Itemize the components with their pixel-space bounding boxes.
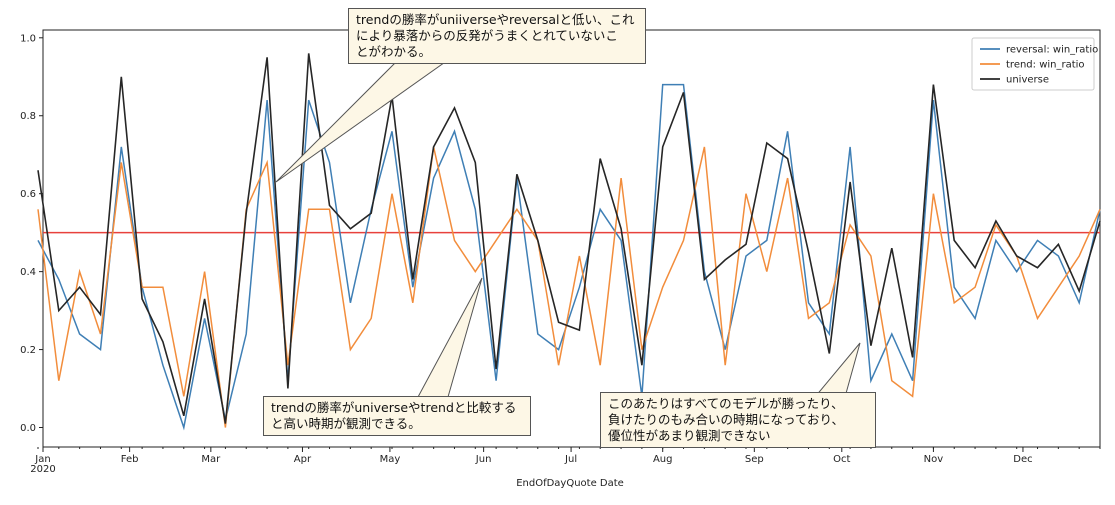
legend-label: reversal: win_ratio <box>1006 45 1098 56</box>
x-tick-label-mar: Mar <box>201 454 221 465</box>
callout-pointers <box>275 59 861 398</box>
y-tick-label: 0.4 <box>20 267 36 278</box>
annotation-3-line-2: 負けたりのもみ合いの時期になっており、 <box>608 412 845 427</box>
x-tick-label-may: May <box>380 454 401 465</box>
annotation-box-1: trendの勝率がuniiverseやreversalと低い、これ により暴落か… <box>348 8 646 64</box>
annotation-1-line-1: trendの勝率がuniiverseやreversalと低い、これ <box>356 12 635 27</box>
x-tick-label-jul: Jul <box>564 454 577 465</box>
x-tick-label-nov: Nov <box>924 454 944 465</box>
annotation-2-line-2: と高い時期が観測できる。 <box>271 416 421 431</box>
y-tick-label: 0.2 <box>20 345 36 356</box>
x-tick-label-feb: Feb <box>121 454 139 465</box>
annotation-box-2: trendの勝率がuniverseやtrendと比較する と高い時期が観測できる… <box>263 396 531 436</box>
legend-frame <box>971 37 1095 91</box>
annotation-box-3: このあたりはすべてのモデルが勝ったり、 負けたりのもみ合いの時期になっており、 … <box>600 392 876 448</box>
x-tick-label-dec: Dec <box>1013 454 1032 465</box>
x-year-label: 2020 <box>30 464 55 475</box>
legend-label: universe <box>1006 75 1049 86</box>
x-axis-title: EndOfDayQuote Date <box>516 478 624 489</box>
series-line-trend <box>37 146 1101 428</box>
y-tick-label: 0.0 <box>20 423 36 434</box>
callout-3-pointer <box>813 342 861 398</box>
x-tick-label-jun: Jun <box>475 454 492 465</box>
x-tick-label-aug: Aug <box>653 454 673 465</box>
series-line-universe <box>37 53 1101 424</box>
y-tick-label: 0.8 <box>20 111 36 122</box>
annotation-1-line-2: により暴落からの反発がうまくとれていないこ <box>356 28 618 43</box>
annotation-2-line-1: trendの勝率がuniverseやtrendと比較する <box>271 400 517 415</box>
x-tick-label-apr: Apr <box>294 454 312 465</box>
x-tick-label-oct: Oct <box>833 454 850 465</box>
x-axis: Jan Feb Mar Apr May Jun Jul Aug Sep Oct Nov Dec 2020 <box>30 447 1101 475</box>
x-tick-label-sep: Sep <box>745 454 764 465</box>
series-line-reversal <box>37 83 1101 431</box>
annotation-3-line-1: このあたりはすべてのモデルが勝ったり、 <box>608 396 844 411</box>
y-axis: 0.0 0.2 0.4 0.6 0.8 1.0 <box>20 33 43 434</box>
legend-label: trend: win_ratio <box>1006 60 1085 71</box>
x-tick-label-jan: Jan <box>34 454 50 465</box>
callout-1-pointer <box>275 59 450 183</box>
y-tick-label: 0.6 <box>20 189 36 200</box>
annotation-3-line-3: 優位性があまり観測できない <box>608 428 771 443</box>
callout-2-pointer <box>417 277 483 398</box>
annotation-1-line-3: とがわかる。 <box>356 44 432 59</box>
y-tick-label: 1.0 <box>20 33 36 44</box>
legend: reversal: win_ratio trend: win_ratiounive… <box>971 37 1098 91</box>
series-group <box>37 53 1101 431</box>
